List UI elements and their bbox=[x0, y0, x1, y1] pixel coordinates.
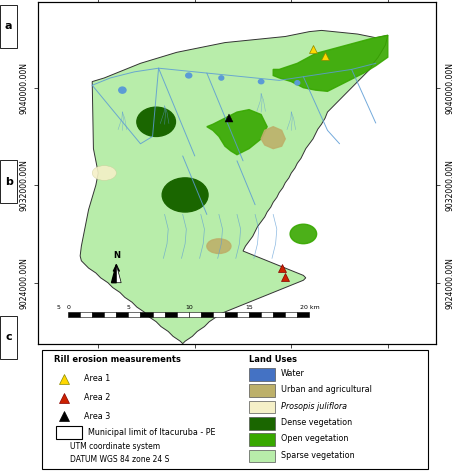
Bar bbox=[237, 312, 249, 317]
Ellipse shape bbox=[290, 224, 317, 244]
Bar bbox=[249, 433, 275, 446]
Text: 0: 0 bbox=[66, 304, 70, 310]
Bar bbox=[285, 312, 297, 317]
Bar bbox=[249, 401, 275, 413]
Bar bbox=[128, 312, 140, 317]
Text: a: a bbox=[5, 21, 12, 31]
Text: Land Uses: Land Uses bbox=[249, 355, 297, 364]
Bar bbox=[56, 427, 82, 439]
Ellipse shape bbox=[162, 178, 208, 212]
Text: Water: Water bbox=[281, 369, 305, 378]
Bar bbox=[249, 384, 275, 397]
Polygon shape bbox=[261, 127, 285, 149]
Text: UTM coordinate system
DATUM WGS 84 zone 24 S: UTM coordinate system DATUM WGS 84 zone … bbox=[70, 442, 169, 464]
Bar bbox=[92, 312, 104, 317]
Text: 20 km: 20 km bbox=[300, 304, 319, 310]
Ellipse shape bbox=[207, 239, 231, 254]
Text: c: c bbox=[5, 332, 12, 342]
Text: 10: 10 bbox=[185, 304, 192, 310]
Ellipse shape bbox=[186, 73, 192, 78]
Bar bbox=[249, 450, 275, 462]
Text: Sparse vegetation: Sparse vegetation bbox=[281, 451, 355, 460]
Text: Prosopis juliflora: Prosopis juliflora bbox=[281, 402, 347, 411]
Ellipse shape bbox=[295, 81, 300, 85]
Bar bbox=[0, 160, 17, 203]
Bar bbox=[249, 312, 261, 317]
Bar bbox=[0, 316, 17, 359]
Bar bbox=[80, 312, 92, 317]
Bar bbox=[153, 312, 164, 317]
Ellipse shape bbox=[119, 87, 126, 93]
Bar bbox=[249, 368, 275, 381]
Text: Area 1: Area 1 bbox=[84, 374, 110, 383]
Bar bbox=[297, 312, 310, 317]
Text: Area 2: Area 2 bbox=[84, 393, 110, 402]
Bar bbox=[0, 5, 17, 48]
Text: 5: 5 bbox=[56, 304, 60, 310]
Ellipse shape bbox=[92, 166, 116, 180]
Text: Area 3: Area 3 bbox=[84, 412, 110, 421]
Bar bbox=[189, 312, 201, 317]
Polygon shape bbox=[116, 264, 121, 283]
Text: N: N bbox=[113, 251, 120, 260]
Bar bbox=[225, 312, 237, 317]
Polygon shape bbox=[80, 30, 388, 344]
Bar bbox=[68, 312, 80, 317]
Ellipse shape bbox=[137, 107, 175, 137]
Bar bbox=[104, 312, 116, 317]
Bar bbox=[261, 312, 273, 317]
Text: 15: 15 bbox=[245, 304, 253, 310]
Text: b: b bbox=[5, 177, 13, 187]
Bar bbox=[140, 312, 153, 317]
Ellipse shape bbox=[258, 80, 264, 84]
Text: 5: 5 bbox=[127, 304, 130, 310]
Bar bbox=[177, 312, 189, 317]
Text: Urban and agricultural: Urban and agricultural bbox=[281, 385, 372, 394]
Ellipse shape bbox=[219, 76, 224, 80]
Bar bbox=[201, 312, 213, 317]
Polygon shape bbox=[273, 35, 388, 91]
Text: Municipal limit of Itacuruba - PE: Municipal limit of Itacuruba - PE bbox=[88, 428, 215, 437]
Polygon shape bbox=[111, 264, 116, 283]
Bar bbox=[249, 417, 275, 429]
Text: Rill erosion measurements: Rill erosion measurements bbox=[54, 355, 181, 364]
Bar bbox=[273, 312, 285, 317]
Bar bbox=[116, 312, 128, 317]
Polygon shape bbox=[207, 109, 267, 155]
Bar bbox=[213, 312, 225, 317]
Text: Dense vegetation: Dense vegetation bbox=[281, 418, 352, 427]
Bar bbox=[164, 312, 177, 317]
Text: Open vegetation: Open vegetation bbox=[281, 435, 348, 444]
